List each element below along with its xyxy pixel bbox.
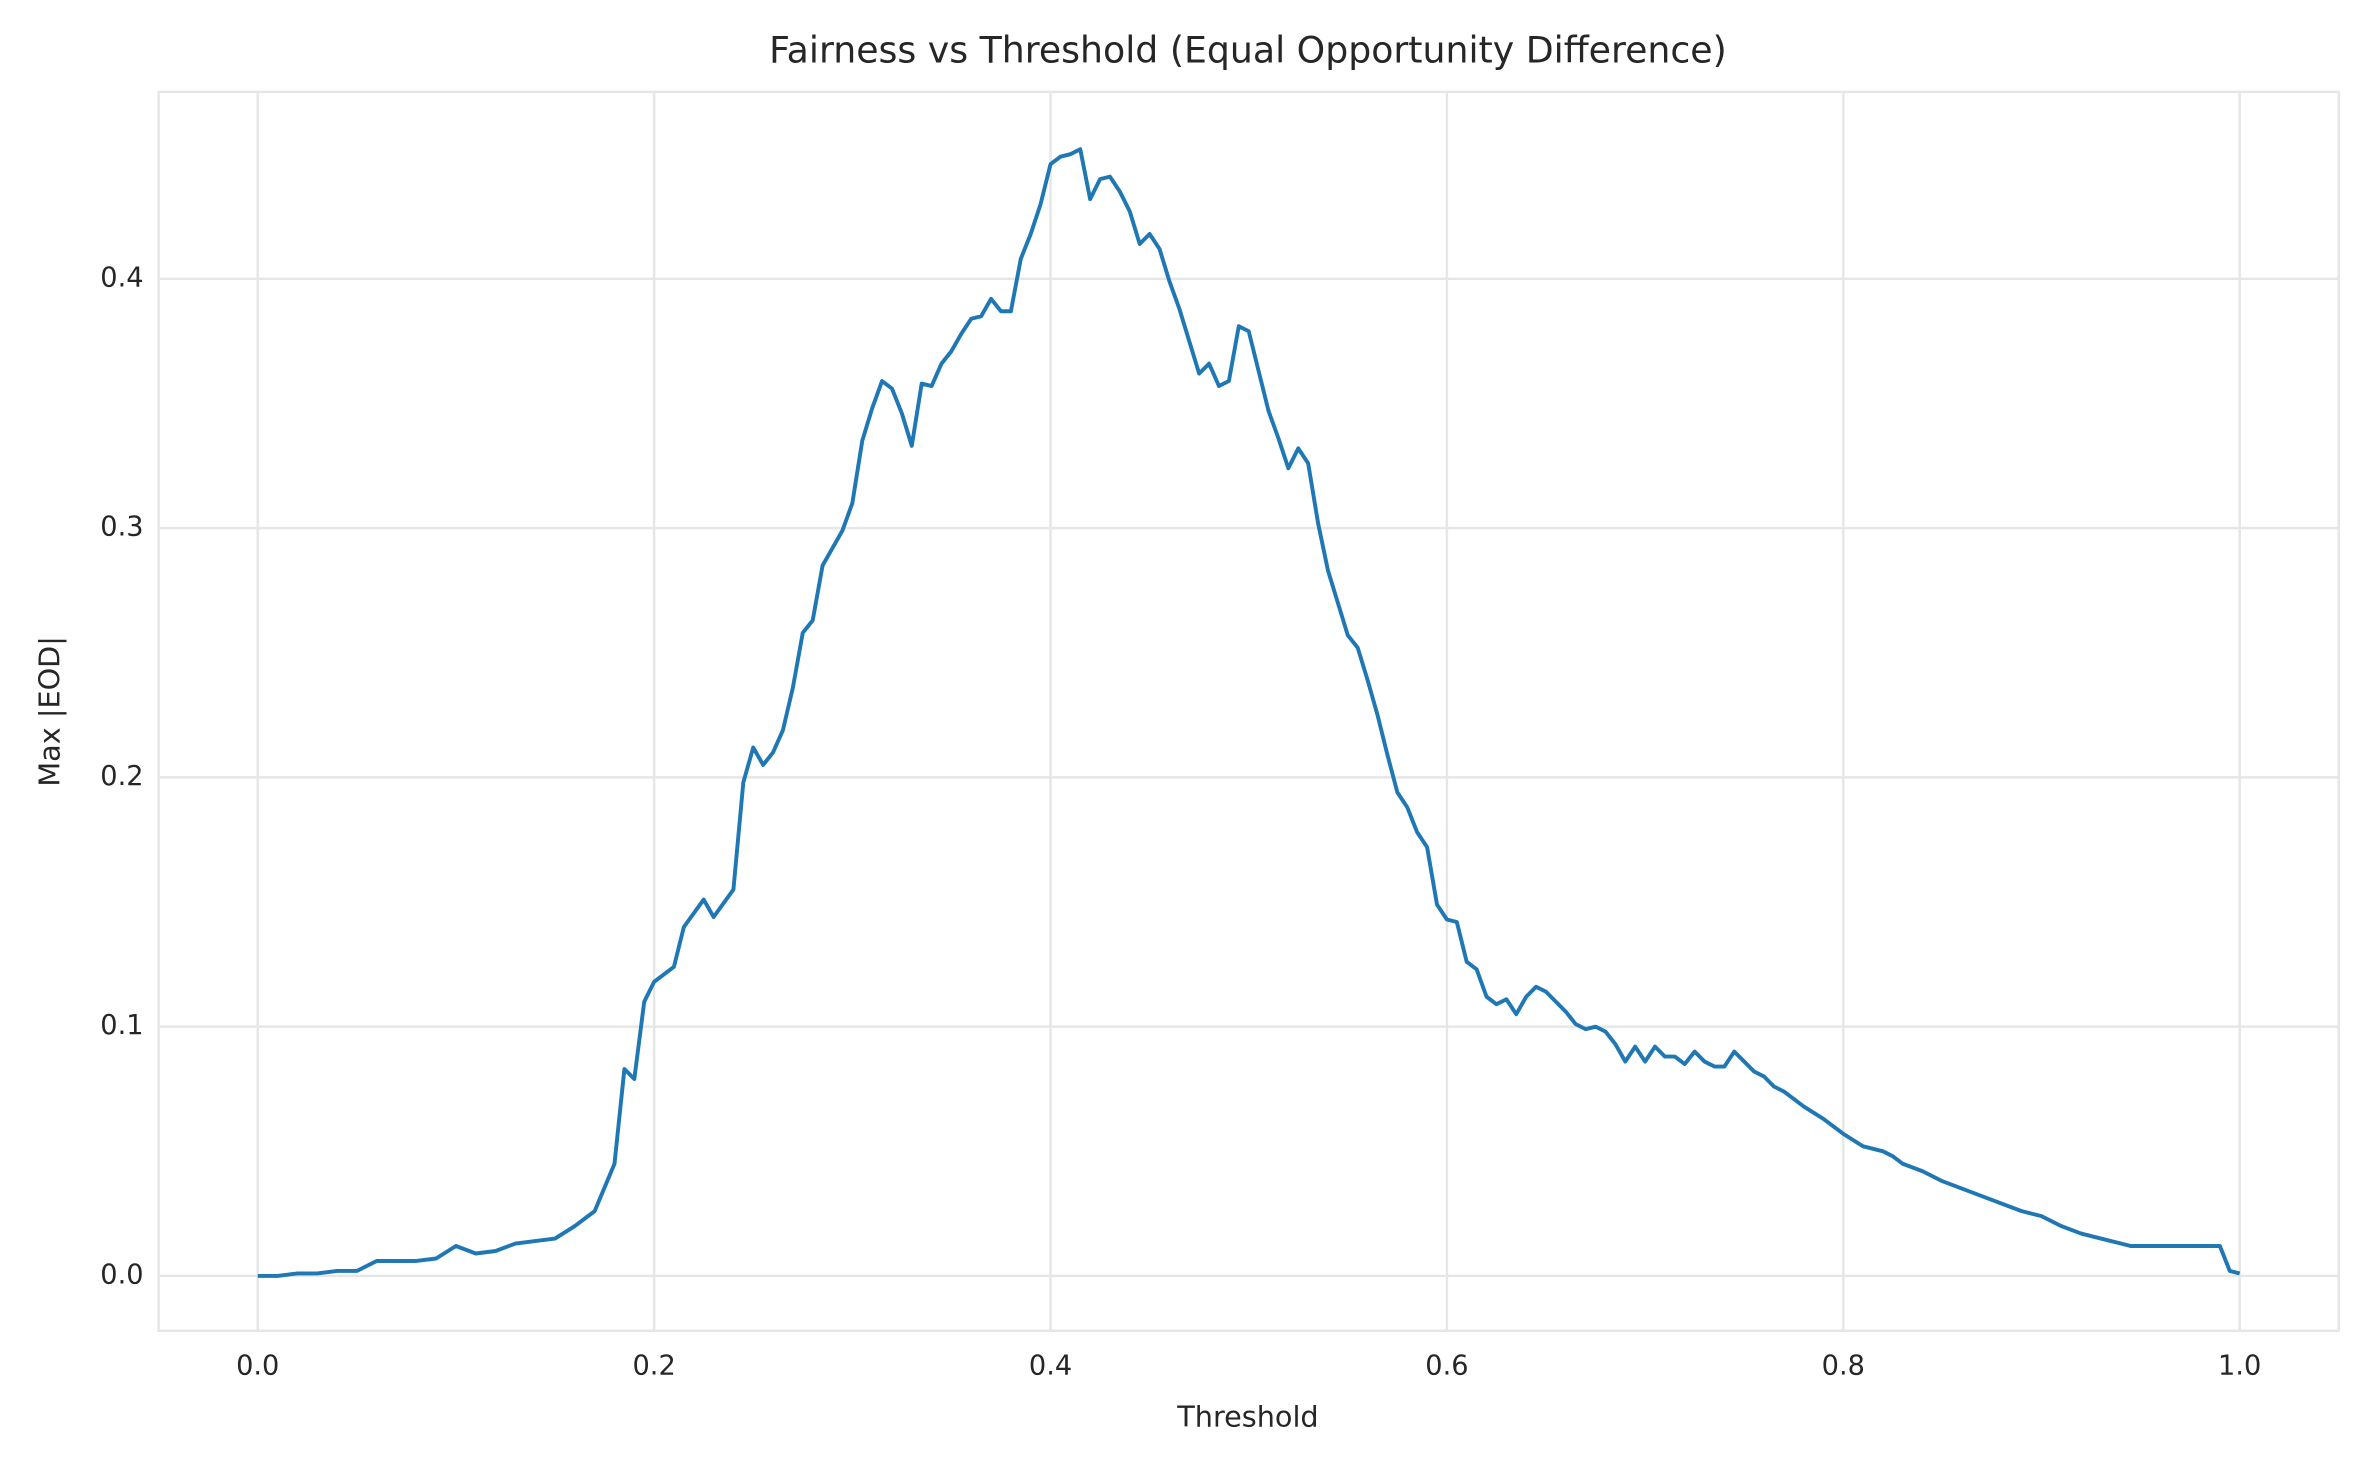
y-axis-label: Max |EOD|	[32, 636, 66, 787]
x-axis-label: Threshold	[1176, 1399, 1318, 1433]
plot-frame	[157, 90, 2340, 1332]
x-tick-label: 0.2	[633, 1351, 676, 1382]
chart-title: Fairness vs Threshold (Equal Opportunity…	[769, 29, 1727, 72]
y-tick-label: 0.4	[100, 262, 143, 293]
y-tick-label: 0.1	[100, 1010, 143, 1041]
x-tick-label: 0.8	[1822, 1351, 1865, 1382]
x-tick-label: 0.6	[1425, 1351, 1468, 1382]
y-tick-label: 0.0	[100, 1259, 143, 1290]
x-tick-label: 0.0	[236, 1351, 279, 1382]
y-tick-label: 0.2	[100, 761, 143, 792]
y-tick-label: 0.3	[100, 512, 143, 543]
data-line	[257, 147, 2241, 1278]
x-tick-label: 1.0	[2218, 1351, 2261, 1382]
x-tick-label: 0.4	[1029, 1351, 1072, 1382]
